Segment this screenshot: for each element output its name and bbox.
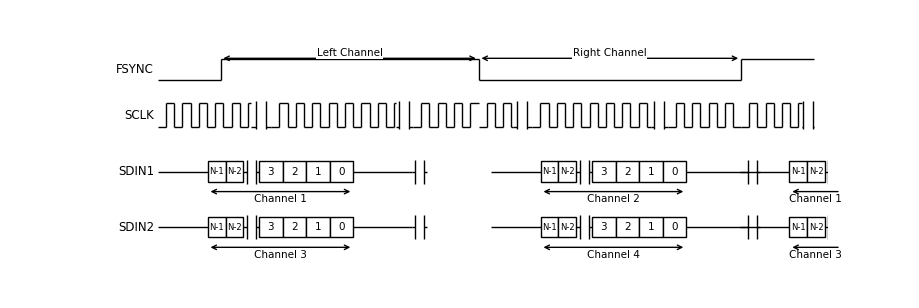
- Text: N-2: N-2: [808, 223, 823, 232]
- Bar: [259, 161, 282, 182]
- Text: N-2: N-2: [560, 167, 574, 176]
- Bar: [306, 161, 329, 182]
- Text: Channel 3: Channel 3: [788, 250, 841, 260]
- Bar: [591, 217, 615, 237]
- Bar: [282, 217, 306, 237]
- Text: N-1: N-1: [209, 167, 223, 176]
- Text: N-2: N-2: [808, 167, 823, 176]
- Text: Channel 1: Channel 1: [788, 194, 841, 205]
- Text: N-2: N-2: [560, 223, 574, 232]
- Text: SDIN2: SDIN2: [118, 221, 154, 234]
- Bar: [615, 217, 639, 237]
- Bar: [208, 217, 225, 237]
- Text: N-2: N-2: [227, 223, 242, 232]
- Bar: [540, 217, 558, 237]
- Text: Channel 2: Channel 2: [586, 194, 639, 205]
- Bar: [615, 161, 639, 182]
- Bar: [329, 217, 353, 237]
- Bar: [558, 217, 575, 237]
- Bar: [225, 217, 243, 237]
- Text: 2: 2: [623, 167, 630, 176]
- Bar: [225, 161, 243, 182]
- Bar: [662, 161, 686, 182]
- Bar: [558, 161, 575, 182]
- Text: 2: 2: [290, 222, 298, 232]
- Bar: [306, 217, 329, 237]
- Bar: [662, 217, 686, 237]
- Bar: [282, 161, 306, 182]
- Text: 3: 3: [267, 222, 274, 232]
- Bar: [259, 217, 282, 237]
- Text: N-1: N-1: [790, 223, 805, 232]
- Text: 2: 2: [623, 222, 630, 232]
- Bar: [591, 161, 615, 182]
- Bar: [329, 161, 353, 182]
- Text: 0: 0: [338, 222, 345, 232]
- Text: Channel 1: Channel 1: [254, 194, 307, 205]
- Text: SCLK: SCLK: [124, 109, 154, 122]
- Bar: [639, 217, 662, 237]
- Text: FSYNC: FSYNC: [116, 63, 154, 76]
- Text: 0: 0: [670, 167, 677, 176]
- Text: N-1: N-1: [790, 167, 805, 176]
- Text: 3: 3: [600, 222, 607, 232]
- Text: Channel 3: Channel 3: [254, 250, 307, 260]
- Text: 3: 3: [600, 167, 607, 176]
- Text: Channel 4: Channel 4: [586, 250, 639, 260]
- Text: 2: 2: [290, 167, 298, 176]
- Bar: [208, 161, 225, 182]
- Bar: [807, 161, 824, 182]
- Bar: [639, 161, 662, 182]
- Text: N-1: N-1: [541, 223, 556, 232]
- Text: N-1: N-1: [541, 167, 556, 176]
- Text: 1: 1: [314, 167, 321, 176]
- Bar: [789, 161, 807, 182]
- Text: Left Channel: Left Channel: [316, 48, 382, 58]
- Text: 0: 0: [338, 167, 345, 176]
- Text: N-2: N-2: [227, 167, 242, 176]
- Text: 1: 1: [647, 222, 653, 232]
- Text: 3: 3: [267, 167, 274, 176]
- Bar: [807, 217, 824, 237]
- Text: 0: 0: [670, 222, 677, 232]
- Text: N-1: N-1: [209, 223, 223, 232]
- Bar: [540, 161, 558, 182]
- Bar: [789, 217, 807, 237]
- Text: SDIN1: SDIN1: [118, 165, 154, 178]
- Text: 1: 1: [647, 167, 653, 176]
- Text: Right Channel: Right Channel: [573, 48, 646, 58]
- Text: 1: 1: [314, 222, 321, 232]
